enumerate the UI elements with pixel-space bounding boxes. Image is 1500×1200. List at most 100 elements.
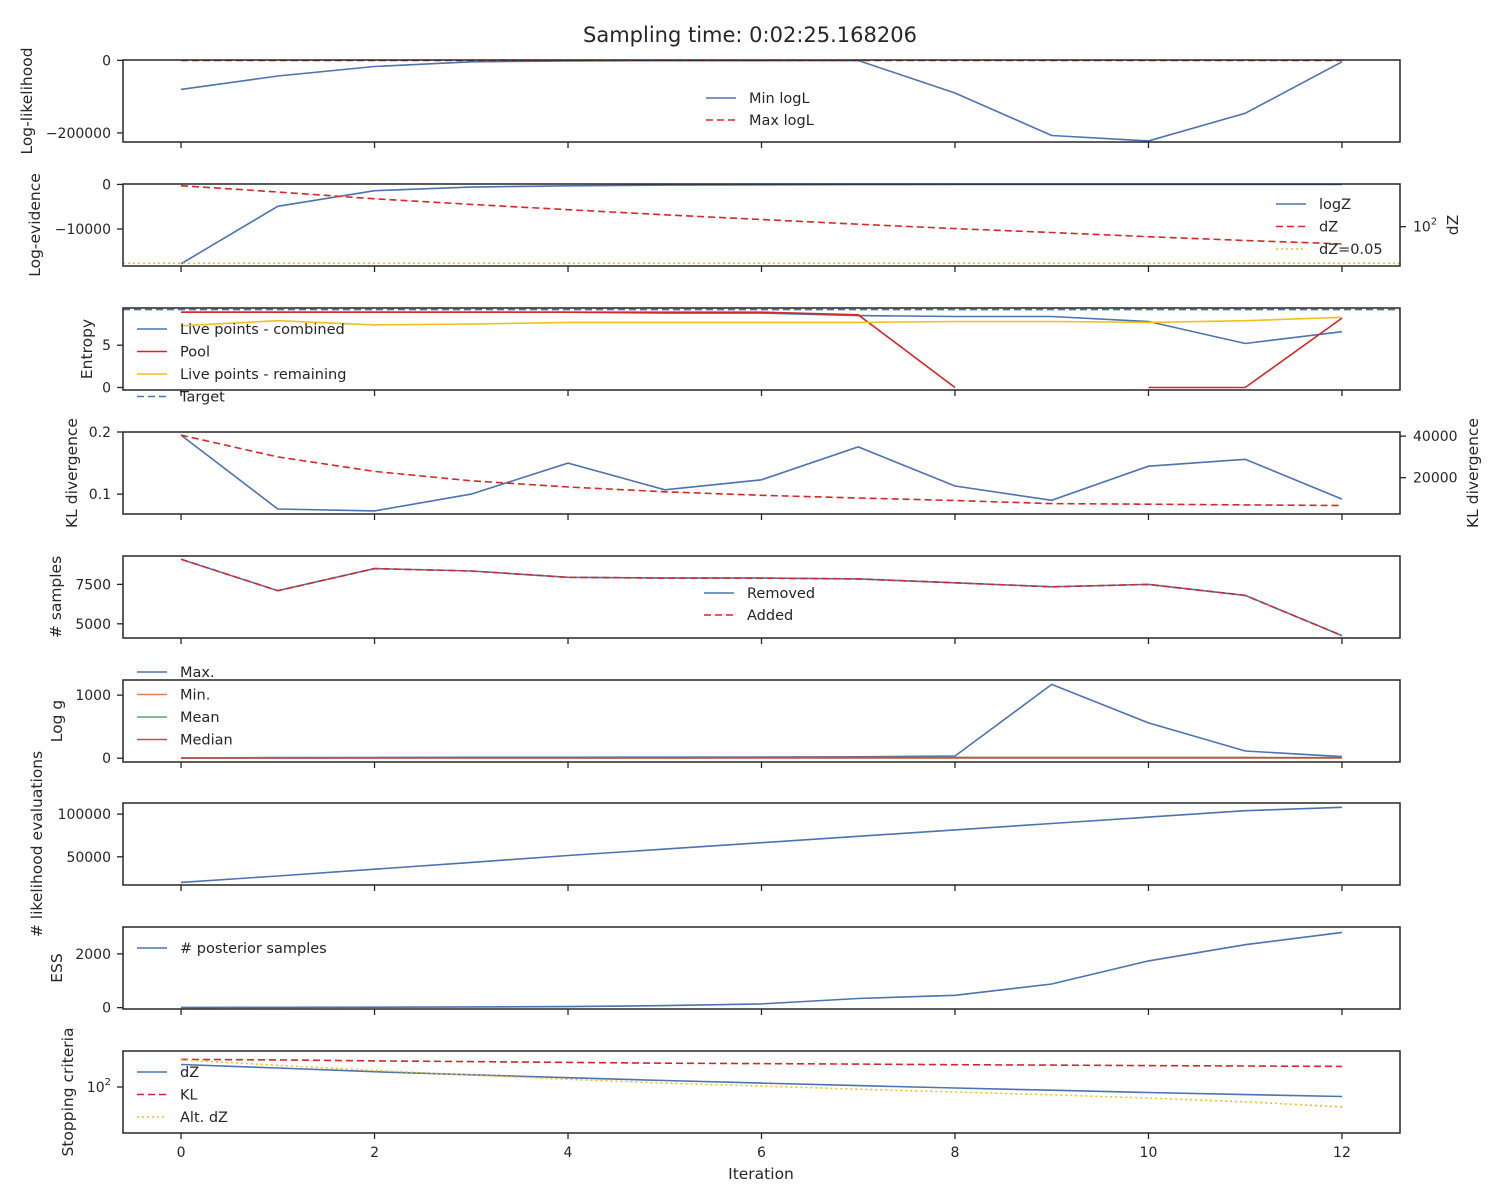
x-tick-label: 6: [757, 1145, 766, 1161]
y-tick-label: 0.2: [89, 425, 111, 441]
legend: # posterior samples: [137, 941, 327, 957]
y-axis-label: # likelihood evaluations: [28, 751, 46, 937]
legend: dZ KL Alt. dZ: [137, 1065, 228, 1126]
x-axis-label: Iteration: [728, 1165, 794, 1183]
legend: Live points - combined Pool Live points - …: [137, 322, 346, 406]
series-group: [180, 434, 1343, 512]
y-tick-label: 0: [102, 1001, 111, 1017]
series-line-added: [180, 558, 1343, 637]
y-tick-label: −200000: [46, 126, 111, 142]
legend-label: Alt. dZ: [180, 1110, 228, 1126]
y-tick-label: 0.1: [89, 487, 111, 503]
y-axis-label: Log g: [48, 700, 66, 742]
legend-label: # posterior samples: [180, 941, 327, 957]
series-line-max: [180, 683, 1343, 759]
legend-label: dZ=0.05: [1319, 242, 1383, 258]
y2-tick-label: 102: [1413, 217, 1437, 236]
legend-label: Pool: [180, 345, 210, 361]
panel-3: 0.1 0.2 20000 40000 KL divergence KL divergen…: [63, 418, 1482, 528]
y-axis-label: # samples: [47, 556, 65, 638]
legend-label: dZ: [1319, 220, 1338, 236]
panel-1: 0 −10000 102 Log-evidence dZ logZ dZ dZ=0.05: [26, 173, 1462, 277]
legend-label: Added: [747, 608, 793, 624]
panel-4: 5000 7500 # samples Removed Added: [47, 555, 1401, 644]
x-tick-label: 0: [177, 1145, 186, 1161]
figure-title: Sampling time: 0:02:25.168206: [583, 23, 917, 47]
y-tick-label: 0: [102, 177, 111, 193]
legend-label: Max logL: [749, 113, 814, 129]
series-line-pool: [181, 311, 1343, 389]
legend-label: Max.: [180, 665, 215, 681]
legend-label: Min.: [180, 688, 210, 704]
legend: logZ dZ dZ=0.05: [1276, 197, 1383, 258]
y-tick-label: 100000: [58, 807, 111, 823]
legend-label: Mean: [180, 710, 220, 726]
panel-7: 0 2000 ESS # posterior samples: [48, 926, 1401, 1017]
y2-tick-label: 40000: [1413, 429, 1458, 445]
y-tick-label: 7500: [75, 577, 111, 593]
series-group: [123, 308, 1400, 389]
series-line-live-points-remaining: [180, 316, 1343, 327]
axes-frame: [122, 431, 1401, 515]
panel-8: 0 2 4 6 8 10 12 102 Stopping criteria dZ KL Alt. dZ: [59, 1028, 1401, 1161]
legend: Min logL Max logL: [706, 91, 814, 129]
panel-0: 0 −200000 Log-likelihood Min logL Max logL: [18, 47, 1401, 155]
legend: Max. Min. Mean Median: [137, 665, 233, 749]
y2-axis-label: dZ: [1444, 215, 1462, 235]
x-tick-label: 10: [1140, 1145, 1158, 1161]
y-tick-label: 5: [102, 338, 111, 354]
y-tick-label: 0: [102, 380, 111, 396]
series-group: [180, 558, 1343, 637]
y-axis-label: KL divergence: [63, 418, 81, 528]
y-axis-label: Log-evidence: [26, 173, 44, 277]
y2-tick-label: 20000: [1413, 471, 1458, 487]
series-group: [180, 931, 1343, 1009]
series-line-0: [180, 434, 1343, 512]
legend-label: dZ: [180, 1065, 199, 1081]
series-group: [180, 683, 1343, 759]
axes-frame: [122, 926, 1401, 1010]
series-group: [180, 1058, 1343, 1108]
x-tick-label: 12: [1333, 1145, 1351, 1161]
panel-6: 50000 100000 # likelihood evaluations: [28, 751, 1401, 937]
axes-frame: [122, 1050, 1401, 1134]
series-line-dz: [180, 184, 1343, 245]
y-axis-label: Log-likelihood: [18, 47, 36, 154]
axes-frame: [122, 183, 1401, 267]
y-tick-label: 0: [102, 53, 111, 69]
legend-label: Live points - remaining: [180, 367, 346, 383]
series-line-kl: [180, 1058, 1343, 1068]
legend-label: Target: [179, 390, 225, 406]
y2-axis-label: KL divergence: [1464, 418, 1482, 528]
y-tick-label: 102: [87, 1077, 111, 1096]
series-line-logz: [180, 184, 1342, 265]
series-group: [180, 806, 1343, 884]
y-tick-label: 50000: [66, 850, 111, 866]
y-axis-label: ESS: [48, 953, 66, 982]
series-line-alt-dz: [180, 1059, 1343, 1108]
series-line-posterior-samples: [180, 931, 1343, 1009]
series-line-dz: [180, 1063, 1343, 1098]
panel-5: 0 1000 Log g Max. Min. Mean Median: [48, 665, 1401, 768]
y-tick-label: 0: [102, 751, 111, 767]
legend-label: Median: [180, 733, 233, 749]
panels: 0 −200000 Log-likelihood Min logL Max logL 0 −…: [18, 47, 1482, 1161]
series-line-0: [180, 806, 1343, 884]
y-tick-label: 1000: [75, 688, 111, 704]
legend: Removed Added: [704, 586, 815, 624]
legend-label: Min logL: [749, 91, 810, 107]
legend-label: logZ: [1319, 197, 1351, 213]
series-line-1: [180, 434, 1343, 507]
legend-label: Removed: [747, 586, 815, 602]
axes-frame: [122, 679, 1401, 763]
y-tick-label: 5000: [75, 617, 111, 633]
legend-label: KL: [180, 1088, 198, 1104]
y-axis-label: Entropy: [78, 319, 96, 379]
series-line-live-points-combined: [181, 311, 1343, 345]
panel-2: 0 5 Entropy Live points - combinedPoolLive …: [78, 307, 1401, 406]
y-axis-label: Stopping criteria: [59, 1028, 77, 1157]
x-tick-label: 8: [951, 1145, 960, 1161]
y-tick-label: −10000: [55, 222, 111, 238]
x-tick-label: 2: [370, 1145, 379, 1161]
